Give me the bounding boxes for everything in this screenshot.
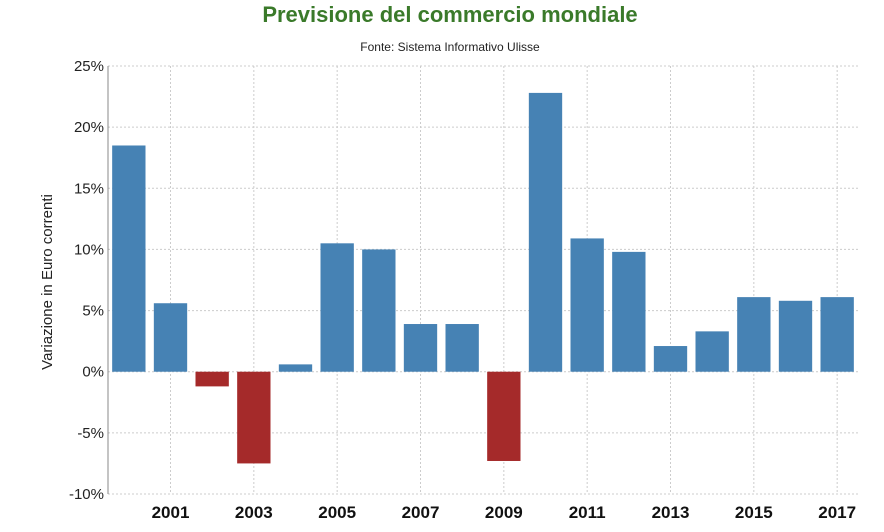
- y-tick-label: 15%: [74, 180, 104, 197]
- x-tick-label: 2017: [818, 503, 856, 522]
- x-tick-label: 2001: [152, 503, 190, 522]
- x-tick-label: 2003: [235, 503, 273, 522]
- bar-2017: [820, 297, 854, 372]
- grid: [108, 65, 858, 495]
- y-tick-label: -5%: [77, 425, 104, 442]
- y-tick-label: 20%: [74, 119, 104, 136]
- bar-2011: [570, 238, 604, 372]
- bar-2002: [195, 371, 229, 387]
- bar-2014: [695, 331, 729, 372]
- y-axis-label: Variazione in Euro correnti: [39, 194, 56, 370]
- bar-2010: [528, 92, 563, 372]
- bar-2006: [362, 249, 396, 372]
- bar-2008: [445, 324, 479, 372]
- bar-2015: [737, 297, 771, 372]
- x-tick-label: 2011: [569, 503, 606, 522]
- bar-2000: [112, 145, 146, 372]
- y-tick-label: 5%: [82, 303, 104, 320]
- bar-2005: [320, 243, 354, 372]
- x-tick-label: 2013: [652, 503, 690, 522]
- y-tick-label: -10%: [69, 486, 104, 503]
- bars: [112, 92, 854, 464]
- x-tick-label: 2015: [735, 503, 773, 522]
- bar-2007: [403, 324, 438, 372]
- y-tick-label: 10%: [74, 241, 104, 258]
- y-tick-label: 25%: [74, 58, 104, 75]
- y-tick-labels: 25% 20% 15% 10% 5% 0% -5% -10%: [69, 58, 104, 503]
- x-tick-label: 2007: [402, 503, 440, 522]
- chart-title: Previsione del commercio mondiale: [262, 2, 637, 27]
- x-tick-labels: 2001 2003 2005 2007 2009 2011 2013 2015 2017: [152, 503, 856, 522]
- bar-2001: [153, 303, 188, 372]
- bar-2012: [612, 251, 646, 372]
- bar-2003: [237, 371, 271, 464]
- bar-2016: [778, 300, 813, 372]
- bar-2013: [653, 346, 688, 372]
- x-tick-label: 2009: [485, 503, 523, 522]
- y-tick-label: 0%: [82, 364, 104, 381]
- bar-2009: [487, 371, 521, 461]
- bar-2004: [278, 364, 313, 372]
- chart-subtitle: Fonte: Sistema Informativo Ulisse: [360, 40, 540, 54]
- x-tick-label: 2005: [318, 503, 356, 522]
